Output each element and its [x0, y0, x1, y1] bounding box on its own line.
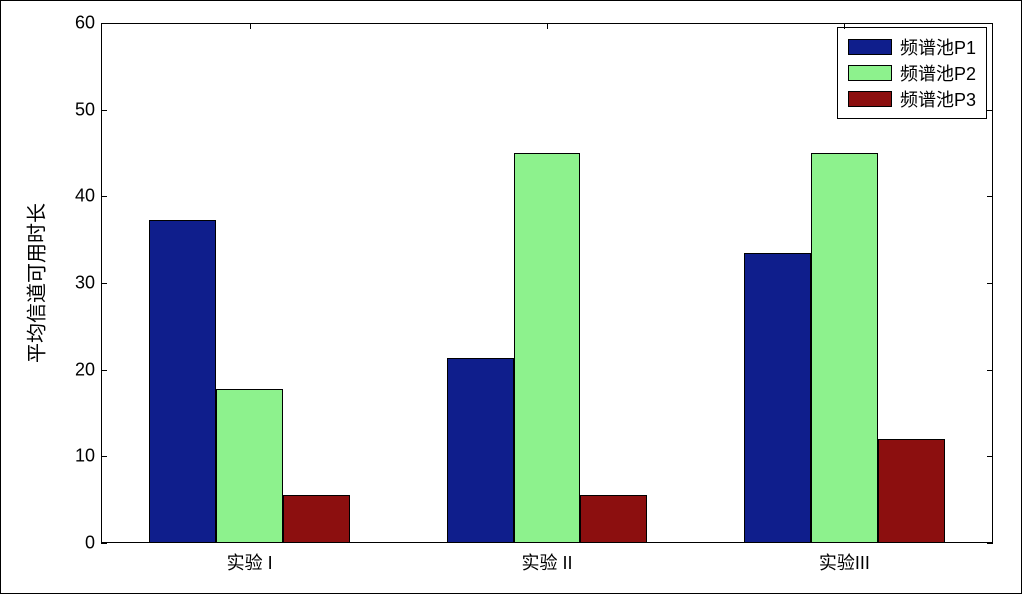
- legend: 频谱池P1频谱池P2频谱池P3: [837, 27, 987, 119]
- x-tick-label: 实验III: [819, 549, 870, 575]
- legend-swatch: [848, 91, 892, 107]
- legend-label: 频谱池P3: [900, 86, 976, 112]
- y-tick-mark: [101, 456, 107, 457]
- x-tick-mark: [547, 23, 548, 29]
- bar: [580, 495, 647, 543]
- chart-frame: 平均信道可用时长 频谱池P1频谱池P2频谱池P3 0 10 20 30 40 50 60 实验…: [0, 0, 1022, 594]
- y-axis-label: 平均信道可用时长: [21, 203, 50, 363]
- bar: [149, 220, 216, 543]
- legend-label: 频谱池P2: [900, 60, 976, 86]
- bar: [514, 153, 581, 543]
- x-tick-label: 实验 II: [521, 549, 572, 575]
- y-tick-mark: [987, 110, 993, 111]
- y-tick-mark: [101, 370, 107, 371]
- legend-item: 频谱池P3: [848, 86, 976, 112]
- bar: [811, 153, 878, 543]
- legend-swatch: [848, 39, 892, 55]
- y-tick-label: 60: [61, 13, 95, 34]
- y-tick-label: 0: [61, 533, 95, 554]
- y-tick-mark: [987, 456, 993, 457]
- y-tick-mark: [987, 370, 993, 371]
- legend-item: 频谱池P2: [848, 60, 976, 86]
- y-tick-mark: [101, 196, 107, 197]
- legend-swatch: [848, 65, 892, 81]
- bar: [744, 253, 811, 543]
- bar: [447, 358, 514, 543]
- x-tick-mark: [250, 23, 251, 29]
- y-tick-mark: [987, 23, 993, 24]
- y-tick-mark: [101, 543, 107, 544]
- y-tick-mark: [987, 543, 993, 544]
- y-tick-label: 40: [61, 186, 95, 207]
- y-tick-mark: [101, 23, 107, 24]
- y-tick-label: 50: [61, 99, 95, 120]
- y-tick-label: 30: [61, 273, 95, 294]
- legend-item: 频谱池P1: [848, 34, 976, 60]
- bar: [878, 439, 945, 543]
- legend-label: 频谱池P1: [900, 34, 976, 60]
- y-tick-label: 10: [61, 446, 95, 467]
- y-tick-label: 20: [61, 359, 95, 380]
- y-tick-mark: [101, 283, 107, 284]
- y-tick-mark: [987, 283, 993, 284]
- x-tick-label: 实验 I: [227, 549, 273, 575]
- y-tick-mark: [987, 196, 993, 197]
- x-tick-mark: [844, 23, 845, 29]
- y-tick-mark: [101, 110, 107, 111]
- bar: [216, 389, 283, 543]
- bar: [283, 495, 350, 543]
